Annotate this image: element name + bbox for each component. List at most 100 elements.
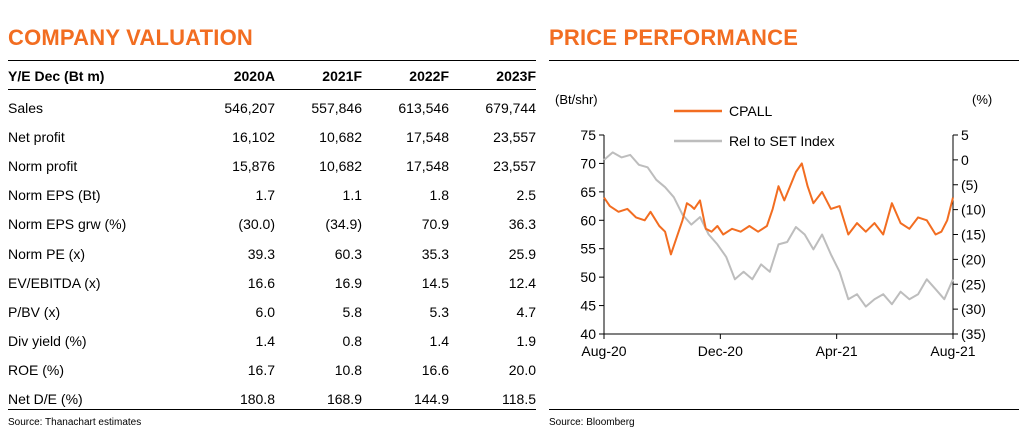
valuation-source: Source: Thanachart estimates: [8, 417, 142, 428]
left-axis-tick-label: 60: [580, 212, 596, 228]
table-cell: 1.1: [342, 187, 362, 204]
row-label: Sales: [8, 99, 44, 116]
table-row: Norm profit 15,876 10,682 17,548 23,557: [8, 151, 536, 180]
table-cell: (30.0): [238, 216, 275, 233]
table-row: Net profit 16,102 10,682 17,548 23,557: [8, 122, 536, 151]
series-line-cpall: [603, 162, 954, 256]
x-axis-tick-label: Aug-20: [581, 343, 626, 359]
right-axis-label: (%): [972, 92, 992, 107]
valuation-top-rule: [8, 60, 536, 61]
performance-top-rule: [549, 60, 1019, 61]
left-axis-ticks: 40 45 50 55 60 65 70 75: [580, 127, 604, 342]
legend-label-cpall: CPALL: [729, 103, 773, 119]
right-axis-tick-label: (30): [961, 301, 986, 317]
right-axis-tick-label: (20): [961, 251, 986, 267]
row-label: P/BV (x): [8, 303, 61, 320]
performance-source: Source: Bloomberg: [549, 417, 635, 428]
series-line-rel-set: [603, 151, 954, 308]
table-cell: 118.5: [502, 391, 536, 408]
price-performance-chart: (Bt/shr) (%) CPALL Rel to SET Index 40 45…: [555, 92, 992, 359]
table-row: EV/EBITDA (x) 16.6 16.9 14.5 12.4: [8, 268, 536, 297]
right-axis-tick-label: (5): [961, 177, 978, 193]
table-cell: 17,548: [406, 157, 449, 174]
table-cell: 10,682: [319, 128, 362, 145]
left-axis-tick-label: 65: [580, 184, 596, 200]
company-valuation-panel: COMPANY VALUATION Y/E Dec (Bt m) 2020A 2…: [8, 0, 536, 435]
table-cell: 0.8: [342, 333, 362, 350]
price-performance-panel: PRICE PERFORMANCE (Bt/shr) (%) CPALL Rel…: [549, 0, 1024, 435]
valuation-table: Y/E Dec (Bt m) 2020A 2021F 2022F 2023F S…: [8, 63, 536, 414]
table-row: Norm EPS (Bt) 1.7 1.1 1.8 2.5: [8, 181, 536, 210]
table-cell: 2.5: [516, 187, 536, 204]
table-cell: 1.7: [255, 187, 275, 204]
row-label: ROE (%): [8, 362, 64, 379]
table-cell: 60.3: [334, 245, 362, 262]
table-cell: 14.5: [421, 274, 449, 291]
row-label: EV/EBITDA (x): [8, 274, 101, 291]
table-cell: 36.3: [508, 216, 536, 233]
table-cell: 1.9: [516, 333, 536, 350]
x-axis-tick-label: Apr-21: [816, 343, 858, 359]
table-cell: 180.8: [239, 391, 275, 408]
table-cell: 557,846: [311, 99, 362, 116]
table-cell: 613,546: [398, 99, 449, 116]
table-row: P/BV (x) 6.0 5.8 5.3 4.7: [8, 297, 536, 326]
right-axis-tick-label: (25): [961, 276, 986, 292]
table-cell: 168.9: [326, 391, 362, 408]
table-cell: 39.3: [247, 245, 275, 262]
table-row: Norm PE (x) 39.3 60.3 35.3 25.9: [8, 239, 536, 268]
legend-label-rel-set: Rel to SET Index: [729, 133, 835, 149]
left-axis-tick-label: 45: [580, 298, 596, 314]
left-axis-label: (Bt/shr): [555, 92, 598, 107]
table-cell: 12.4: [508, 274, 536, 291]
left-axis-tick-label: 55: [580, 241, 596, 257]
row-label: Norm EPS (Bt): [8, 187, 101, 204]
left-axis-tick-label: 75: [580, 127, 596, 143]
table-cell: 35.3: [421, 245, 449, 262]
row-label: Net D/E (%): [8, 391, 83, 408]
left-axis-tick-label: 40: [580, 326, 596, 342]
table-cell: 679,744: [485, 99, 536, 116]
table-cell: 6.0: [255, 303, 275, 320]
row-label: Norm PE (x): [8, 245, 85, 262]
table-cell: 1.4: [255, 333, 275, 350]
x-axis-tick-label: Dec-20: [698, 343, 743, 359]
table-cell: 20.0: [508, 362, 536, 379]
table-header-row: Y/E Dec (Bt m) 2020A 2021F 2022F 2023F: [8, 63, 536, 90]
table-cell: 16.6: [247, 274, 275, 291]
table-cell: 144.9: [413, 391, 449, 408]
valuation-bottom-rule: [8, 409, 536, 410]
table-cell: 23,557: [493, 157, 536, 174]
column-header: 2021F: [275, 63, 362, 90]
right-axis-tick-label: (35): [961, 326, 986, 342]
right-axis-tick-label: (10): [961, 202, 986, 218]
x-axis-ticks: Aug-20 Dec-20 Apr-21 Aug-21: [581, 334, 976, 359]
row-label: Norm profit: [8, 157, 78, 174]
valuation-title: COMPANY VALUATION: [8, 25, 253, 50]
table-cell: 23,557: [493, 128, 536, 145]
table-cell: 16.6: [421, 362, 449, 379]
table-row: Sales 546,207 557,846 613,546 679,744: [8, 90, 536, 123]
right-axis-tick-label: 5: [961, 127, 969, 143]
performance-title: PRICE PERFORMANCE: [549, 25, 799, 50]
table-cell: 16.9: [334, 274, 362, 291]
x-axis-tick-label: Aug-21: [930, 343, 975, 359]
column-header: 2020A: [188, 63, 275, 90]
row-label: Net profit: [8, 128, 65, 145]
table-row: ROE (%) 16.7 10.8 16.6 20.0: [8, 356, 536, 385]
row-label: Div yield (%): [8, 333, 87, 350]
column-header: 2023F: [449, 63, 536, 90]
table-cell: 16.7: [247, 362, 275, 379]
right-axis-tick-label: 0: [961, 152, 969, 168]
right-axis-tick-label: (15): [961, 227, 986, 243]
table-row: Net D/E (%) 180.8 168.9 144.9 118.5: [8, 385, 536, 414]
table-cell: 4.7: [516, 303, 536, 320]
column-header: 2022F: [362, 63, 449, 90]
right-axis-ticks: 5 0 (5) (10) (15) (20) (25) (30) (35): [953, 127, 986, 342]
table-row: Norm EPS grw (%) (30.0) (34.9) 70.9 36.3: [8, 210, 536, 239]
table-cell: 1.4: [429, 333, 449, 350]
table-cell: 5.3: [429, 303, 449, 320]
table-cell: 17,548: [406, 128, 449, 145]
table-cell: 5.8: [342, 303, 362, 320]
column-header: Y/E Dec (Bt m): [8, 63, 188, 90]
